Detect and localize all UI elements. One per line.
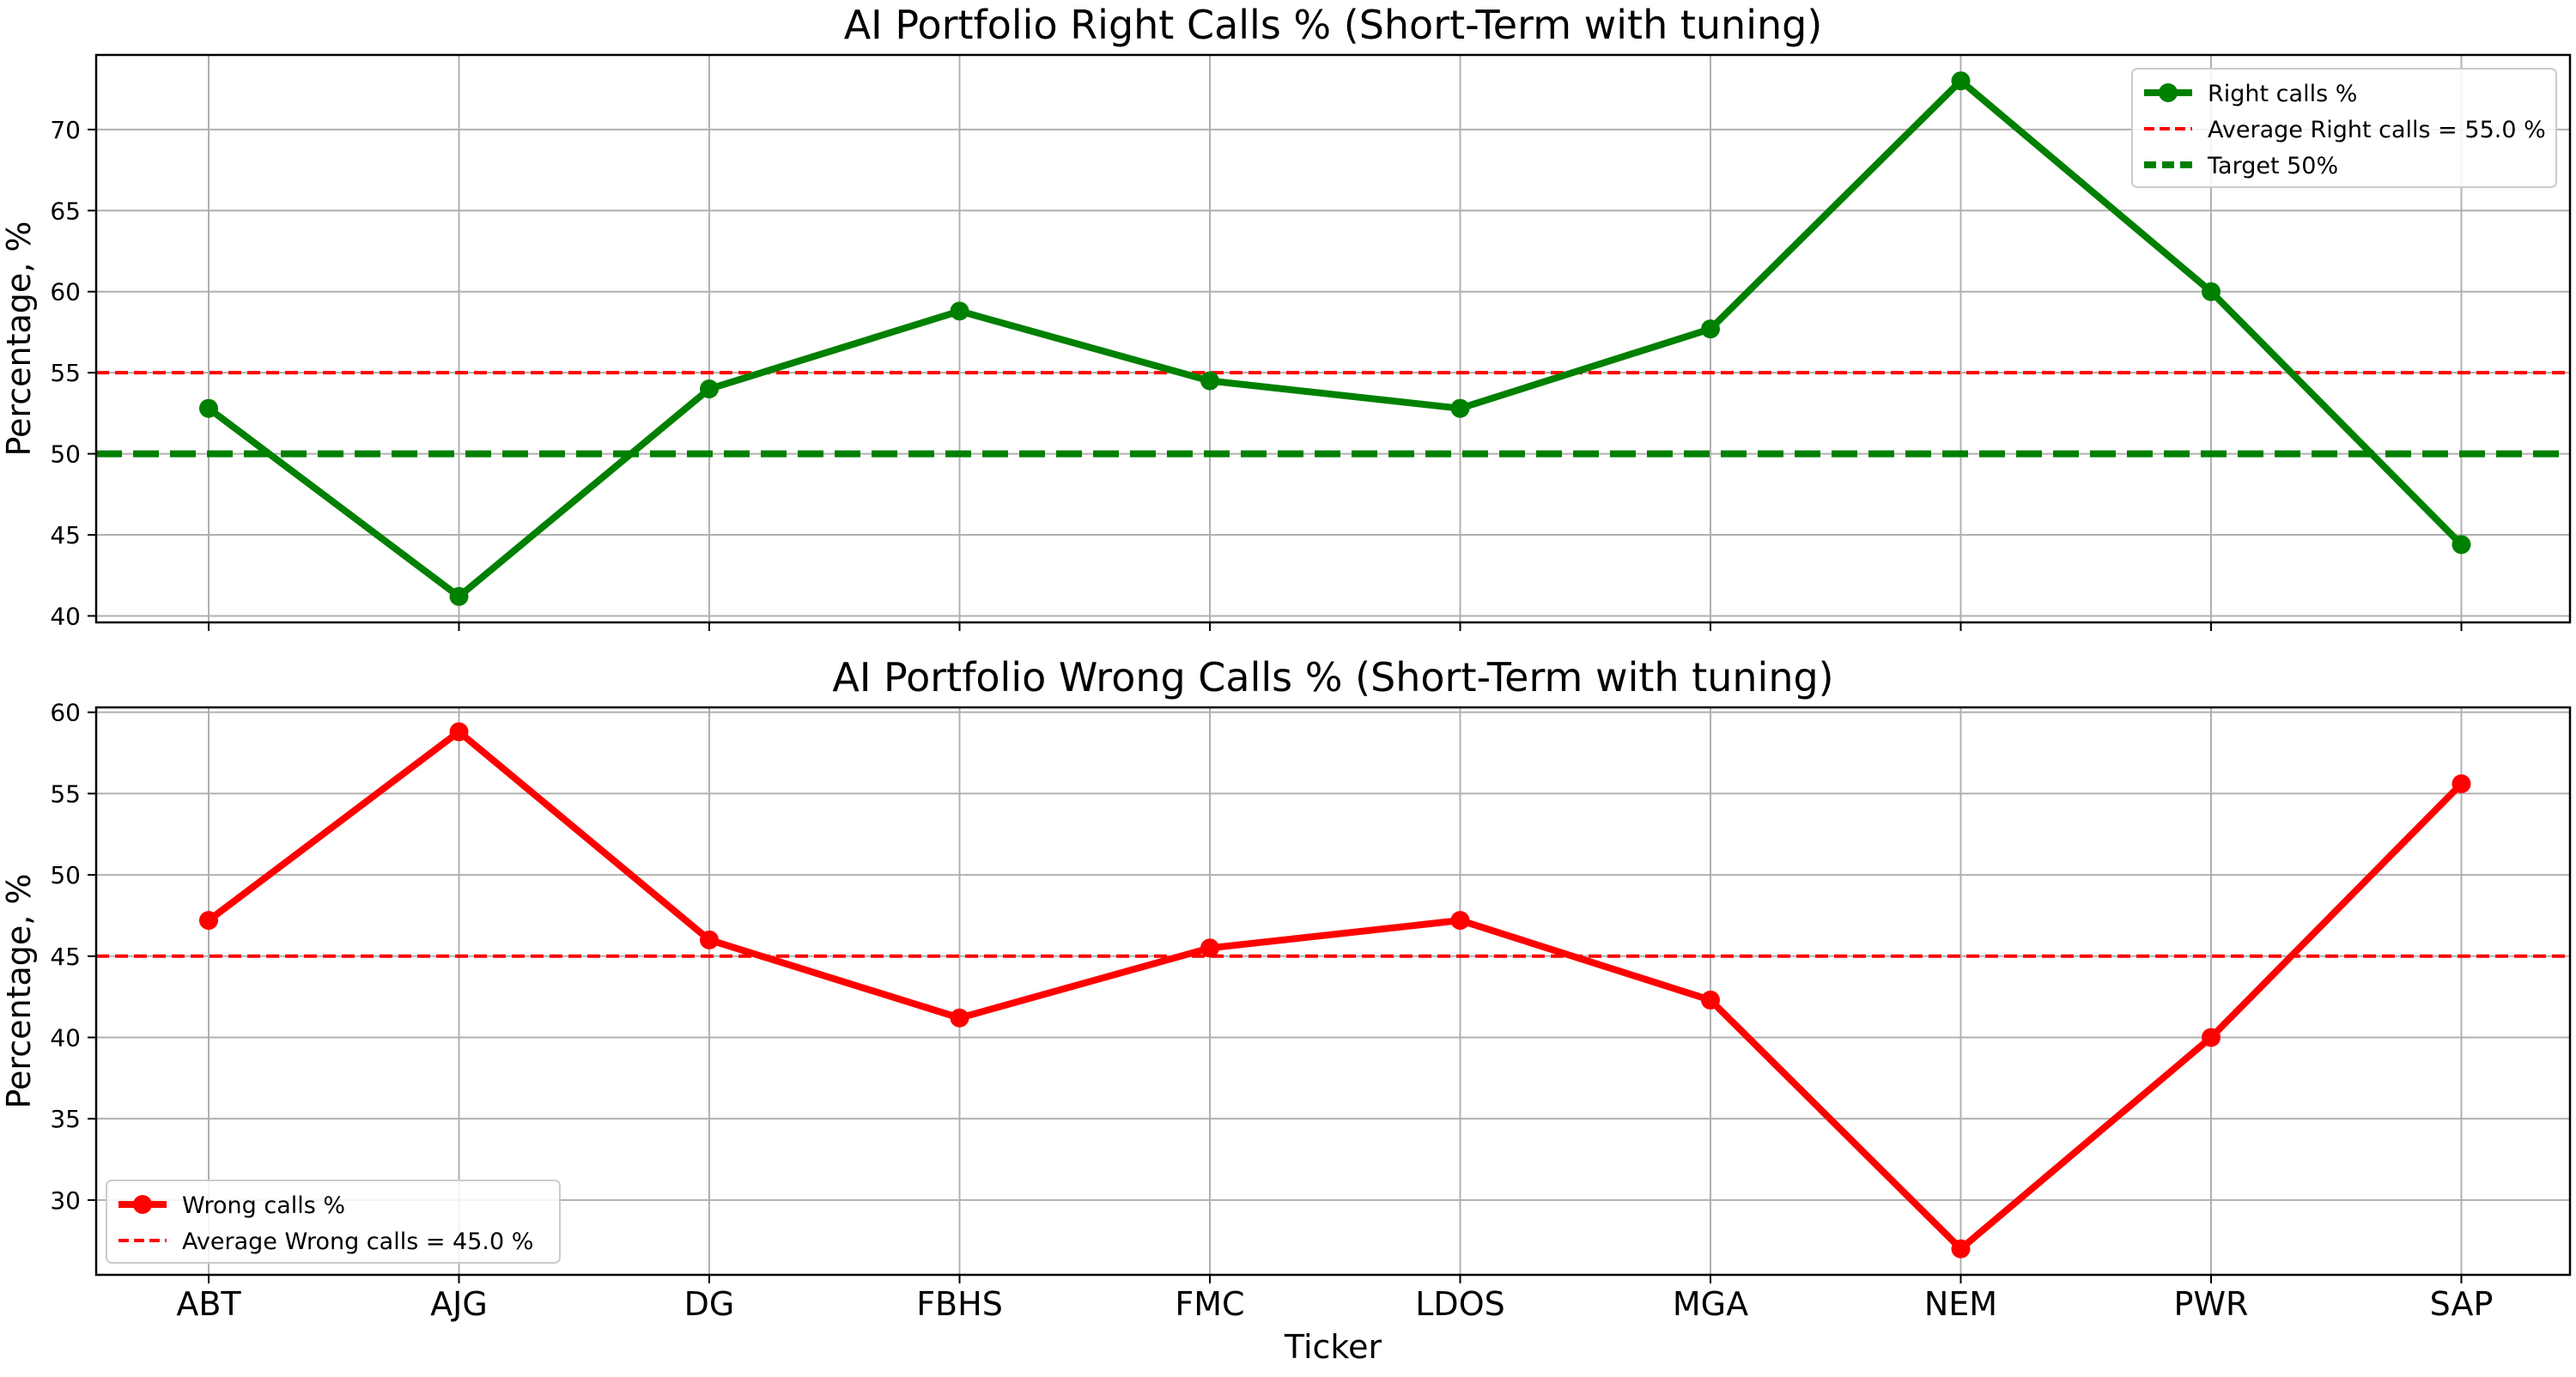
legend-entry-label: Target 50% bbox=[2207, 153, 2338, 179]
y-tick-label: 30 bbox=[50, 1186, 81, 1215]
x-tick-label-sap: SAP bbox=[2430, 1285, 2494, 1323]
legend-entry-label: Average Wrong calls = 45.0 % bbox=[182, 1228, 533, 1255]
y-axis-label: Percentage, % bbox=[0, 221, 38, 456]
chart-title: AI Portfolio Right Calls % (Short-Term w… bbox=[844, 2, 1823, 48]
legend-box bbox=[106, 1180, 561, 1264]
data-point bbox=[700, 930, 719, 949]
data-point bbox=[199, 911, 218, 931]
y-tick-label: 45 bbox=[50, 521, 81, 549]
data-point bbox=[1701, 319, 1720, 339]
legend-box bbox=[2131, 68, 2557, 188]
x-tick-label-mga: MGA bbox=[1673, 1285, 1748, 1323]
x-tick-label-nem: NEM bbox=[1924, 1285, 1997, 1323]
data-point bbox=[449, 586, 469, 606]
series-line bbox=[206, 77, 2464, 600]
y-tick-label: 60 bbox=[50, 278, 81, 306]
legend: Right calls % Average Right calls = 55.0 … bbox=[2131, 68, 2557, 188]
data-point bbox=[2202, 282, 2221, 301]
data-point bbox=[1951, 71, 1971, 91]
legend-swatch-marker bbox=[2159, 83, 2178, 102]
chart-panel-1: 40 45 50 55 60 65 70 AI Portfolio Right Calls %… bbox=[0, 2, 2572, 631]
data-point bbox=[199, 398, 218, 418]
y-axis-label: Percentage, % bbox=[0, 873, 38, 1108]
legend-entry-label: Average Right calls = 55.0 % bbox=[2208, 117, 2546, 143]
y-tick-label: 55 bbox=[50, 779, 81, 808]
data-point bbox=[2451, 774, 2471, 794]
x-tick-label-fmc: FMC bbox=[1175, 1285, 1244, 1323]
chart-title: AI Portfolio Wrong Calls % (Short-Term w… bbox=[832, 654, 1833, 701]
y-tick-label: 65 bbox=[50, 197, 81, 225]
data-point bbox=[2202, 1028, 2221, 1047]
data-point bbox=[1200, 938, 1219, 958]
y-tick-label: 50 bbox=[50, 440, 81, 469]
y-tick-label: 70 bbox=[50, 116, 81, 144]
legend: Wrong calls % Average Wrong calls = 45.0 … bbox=[106, 1180, 561, 1264]
x-tick-label-pwr: PWR bbox=[2174, 1285, 2249, 1323]
y-tick-label: 50 bbox=[50, 861, 81, 889]
y-tick-label: 55 bbox=[50, 359, 81, 387]
chart-panel-2: 30 35 40 45 50 55 60 ABT AJG DG FBHS FMC LDOS MGA NEM P… bbox=[0, 654, 2572, 1366]
data-point bbox=[700, 379, 719, 399]
x-tick-label-ldos: LDOS bbox=[1415, 1285, 1504, 1323]
x-tick-label-dg: DG bbox=[684, 1285, 735, 1323]
data-point bbox=[1450, 911, 1470, 931]
y-tick-label: 35 bbox=[50, 1105, 81, 1133]
data-point bbox=[1200, 371, 1219, 391]
y-tick-label: 40 bbox=[50, 602, 81, 630]
axes-frame bbox=[94, 706, 2572, 1277]
x-tick-label-abt: ABT bbox=[176, 1285, 241, 1323]
data-point bbox=[1951, 1239, 1971, 1259]
y-tick-label: 45 bbox=[50, 943, 81, 971]
series-line bbox=[206, 728, 2464, 1253]
data-point bbox=[1701, 990, 1720, 1010]
legend-swatch-marker bbox=[133, 1195, 152, 1214]
axes-frame bbox=[94, 53, 2572, 624]
legend-entry-label: Wrong calls % bbox=[182, 1192, 345, 1219]
data-point bbox=[950, 1008, 969, 1028]
x-tick-label-ajg: AJG bbox=[430, 1285, 488, 1323]
data-point bbox=[1450, 398, 1470, 418]
data-point bbox=[950, 301, 969, 321]
y-tick-label: 60 bbox=[50, 699, 81, 727]
legend-entry-label: Right calls % bbox=[2208, 81, 2357, 107]
data-point bbox=[449, 722, 469, 742]
x-tick-label-fbhs: FBHS bbox=[916, 1285, 1003, 1323]
data-point bbox=[2451, 535, 2471, 555]
x-axis-label: Ticker bbox=[1284, 1328, 1382, 1366]
y-tick-label: 40 bbox=[50, 1023, 81, 1052]
